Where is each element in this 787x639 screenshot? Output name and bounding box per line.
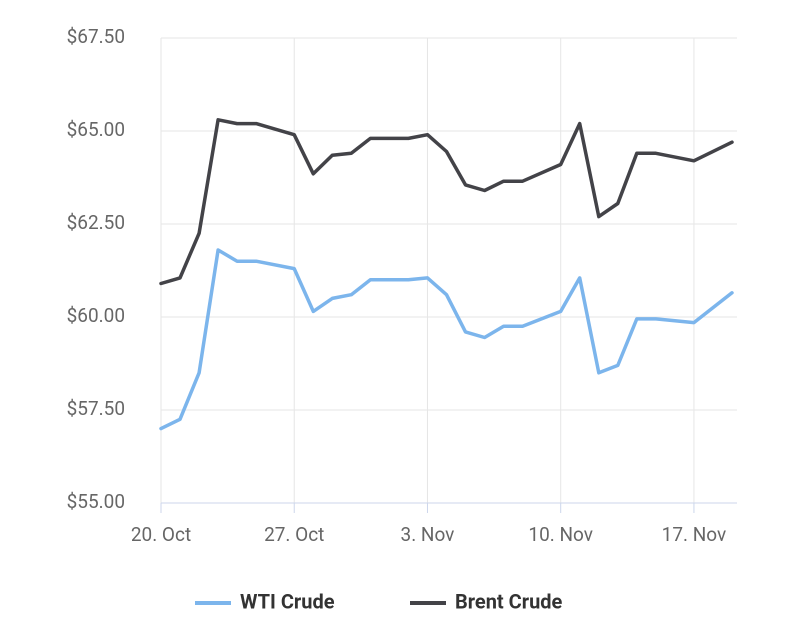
series-line (159, 118, 734, 286)
legend-label: WTI Crude (240, 589, 335, 613)
y-tick-label: $57.50 (67, 397, 125, 420)
x-tick-label: 3. Nov (401, 523, 455, 546)
x-tick-label: 17. Nov (662, 523, 727, 546)
legend-label: Brent Crude (455, 589, 563, 613)
y-tick-label: $60.00 (67, 304, 125, 327)
series-line (159, 248, 734, 431)
y-tick-label: $67.50 (67, 25, 125, 48)
y-tick-label: $65.00 (67, 118, 125, 141)
y-tick-label: $55.00 (67, 490, 125, 513)
x-tick-label: 20. Oct (131, 523, 191, 546)
x-tick-label: 10. Nov (528, 523, 593, 546)
x-tick-label: 27. Oct (264, 523, 324, 546)
y-tick-label: $62.50 (67, 211, 125, 234)
